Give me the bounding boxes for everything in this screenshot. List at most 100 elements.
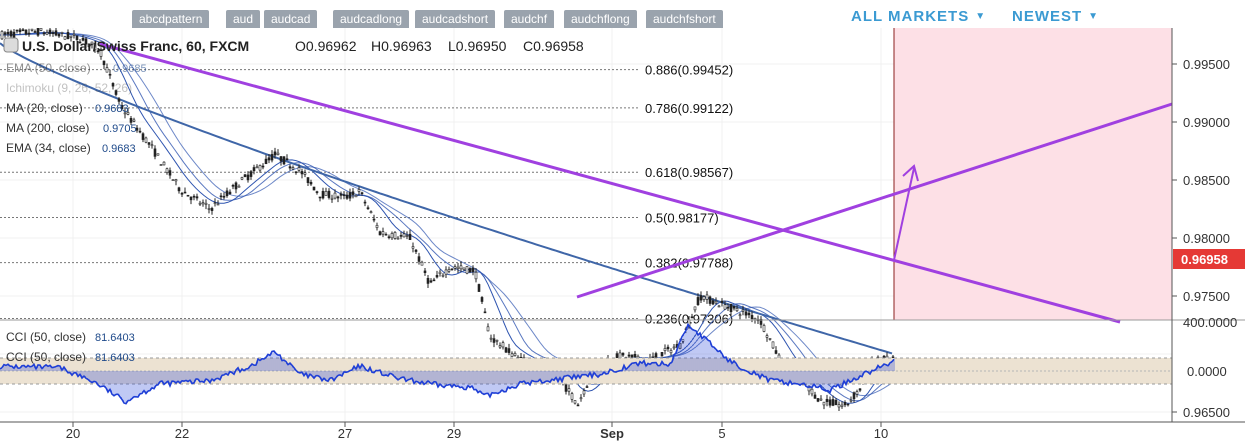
- candle-body: [747, 312, 751, 316]
- all-markets-label: ALL MARKETS: [851, 8, 970, 25]
- candle-body: [825, 398, 829, 402]
- tag-aud[interactable]: aud: [226, 10, 261, 28]
- candle-body: [708, 296, 712, 304]
- forecast-arrow-head-icon: [902, 164, 919, 182]
- candle-body: [435, 275, 439, 278]
- candle-body: [153, 148, 157, 157]
- cci-legend-value: 81.6403: [95, 352, 135, 364]
- tag-abcdpattern[interactable]: abcdpattern: [132, 10, 210, 28]
- cci-legend-value: 81.6403: [95, 332, 135, 344]
- descending-trendline: [99, 42, 1121, 324]
- price-tick-label: 0.99500: [1183, 57, 1230, 72]
- forecast-arrow-line: [893, 167, 915, 261]
- tag-audchflong[interactable]: audchflong: [564, 10, 637, 28]
- current-price-box: [1173, 249, 1245, 269]
- tag-audchfshort[interactable]: audchfshort: [646, 10, 723, 28]
- time-tick-label: Sep: [600, 426, 624, 441]
- tag-audcadshort[interactable]: audcadshort: [415, 10, 496, 28]
- tag-audcad[interactable]: audcad: [264, 10, 318, 28]
- candle-body: [39, 28, 43, 31]
- candle-body: [621, 352, 625, 356]
- candle-body: [297, 167, 301, 171]
- candle-body: [225, 190, 229, 197]
- candle-body: [69, 35, 73, 38]
- candle-body: [843, 402, 847, 406]
- candle-body: [219, 195, 223, 198]
- candle-body: [441, 274, 445, 277]
- candle-body: [342, 194, 346, 196]
- candle-body: [447, 269, 451, 272]
- candle-body: [270, 154, 274, 161]
- candle-body: [291, 167, 295, 170]
- candle-body: [174, 179, 178, 182]
- candle-body: [348, 192, 352, 199]
- candle-body: [90, 41, 94, 45]
- candle-body: [627, 354, 631, 357]
- candle-body: [462, 267, 466, 271]
- candle-body: [420, 261, 424, 266]
- candle-body: [720, 300, 724, 303]
- cci-indicator: [0, 322, 895, 405]
- newest-menu[interactable]: NEWEST ▼: [1012, 8, 1099, 25]
- candle-body: [216, 203, 220, 206]
- candle-body: [129, 118, 133, 123]
- candle-body: [492, 338, 496, 343]
- candle-body: [252, 167, 256, 172]
- candle-body: [54, 30, 58, 36]
- candle-body: [150, 144, 154, 147]
- candle-body: [831, 399, 835, 406]
- candle-body: [489, 337, 493, 340]
- candle-body: [390, 233, 394, 239]
- candle-body: [834, 399, 838, 406]
- fib-level-label: 0.618(0.98567): [645, 165, 733, 180]
- tag-audchf[interactable]: audchf: [504, 10, 555, 28]
- candle-body: [732, 306, 736, 309]
- chart-area[interactable]: 0.886(0.99452) 0.786(0.99122) 0.618(0.9856…: [0, 28, 1245, 445]
- candle-body: [855, 391, 859, 395]
- candle-body: [27, 32, 31, 35]
- candle-body: [24, 29, 28, 35]
- candle-body: [330, 197, 334, 200]
- candle-body: [147, 142, 151, 145]
- candle-body: [123, 112, 127, 115]
- candle-body: [354, 195, 358, 198]
- candle-body: [480, 297, 484, 302]
- candle-body: [837, 404, 841, 408]
- candle-body: [828, 399, 832, 406]
- price-tick-label: 0.98500: [1183, 173, 1230, 188]
- candle-body: [102, 60, 106, 66]
- candle-body: [105, 67, 109, 73]
- candle-body: [273, 151, 277, 156]
- all-markets-menu[interactable]: ALL MARKETS ▼: [851, 8, 986, 25]
- candle-body: [816, 398, 820, 402]
- candle-body: [327, 190, 331, 198]
- candle-body: [438, 271, 442, 275]
- candle-body: [312, 186, 316, 191]
- candle-body: [132, 119, 136, 122]
- candle-body: [75, 35, 79, 41]
- candle-body: [423, 270, 427, 273]
- candle-body: [399, 235, 403, 237]
- cci-legend-label: CCI (50, close): [6, 330, 86, 344]
- candle-body: [306, 177, 310, 183]
- candle-body: [138, 130, 142, 133]
- collapse-icon[interactable]: [3, 37, 19, 53]
- candle-body: [261, 165, 265, 168]
- time-tick-label: 27: [338, 426, 352, 441]
- candle-body: [72, 33, 76, 36]
- candle-body: [48, 29, 52, 34]
- time-tick-label: 5: [718, 426, 725, 441]
- candle-body: [171, 179, 175, 181]
- candle-body: [699, 295, 703, 301]
- candle-body: [321, 191, 325, 199]
- candle-body: [81, 37, 85, 41]
- candle-body: [750, 315, 754, 320]
- candle-body: [267, 157, 271, 161]
- candle-body: [93, 43, 97, 51]
- price-tick-label: 0.99000: [1183, 115, 1230, 130]
- cci-axis-tick: 400.0000: [1183, 315, 1237, 330]
- candle-body: [432, 279, 436, 282]
- candle-body: [459, 265, 463, 270]
- tag-audcadlong[interactable]: audcadlong: [333, 10, 410, 28]
- candle-body: [846, 403, 850, 406]
